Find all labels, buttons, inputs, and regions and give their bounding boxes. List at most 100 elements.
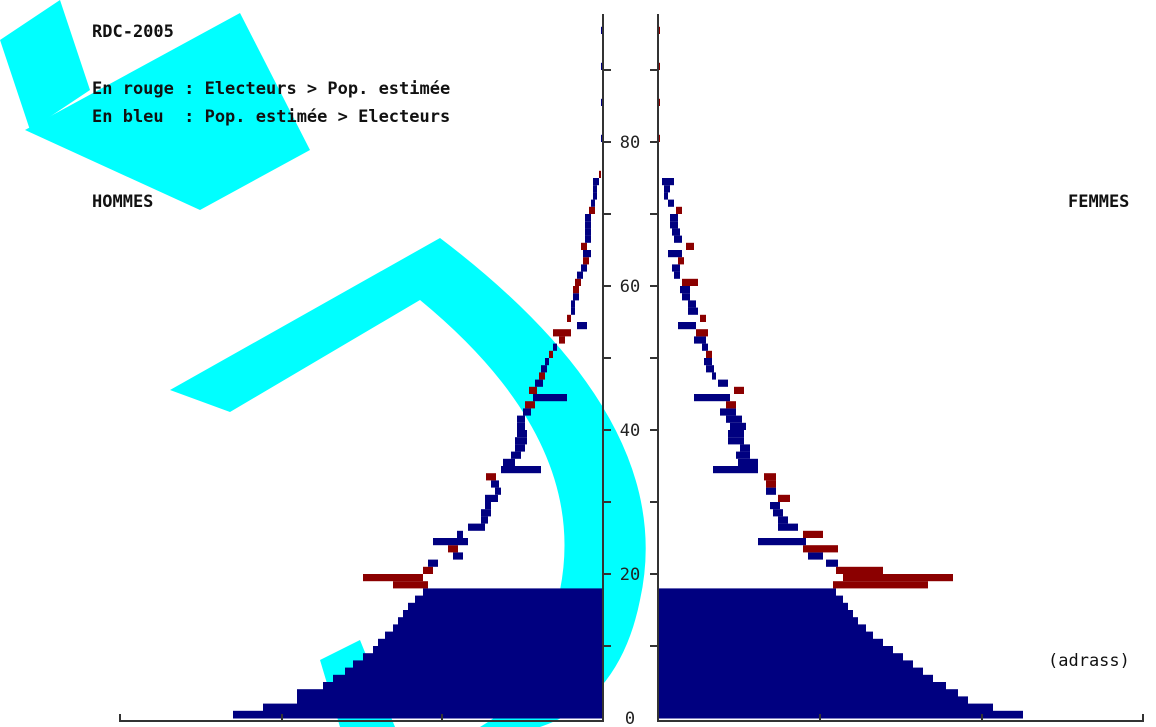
bar-femmes-segment	[826, 559, 838, 567]
bar-femmes-base	[658, 710, 1023, 719]
bar-femmes-segment	[678, 322, 696, 330]
y-tick-label: 60	[620, 277, 640, 297]
watermark-d-stroke	[170, 238, 646, 727]
bar-femmes-base	[658, 696, 968, 705]
bar-femmes-segment	[706, 365, 714, 373]
source-label: (adrass)	[1048, 651, 1130, 671]
bar-hommes-segment	[485, 494, 498, 502]
bar-femmes-segment	[694, 394, 730, 402]
bar-hommes-segment	[433, 538, 468, 546]
bar-hommes-segment	[539, 372, 545, 380]
femmes-label: FEMMES	[1068, 192, 1130, 212]
bar-hommes-segment	[468, 523, 485, 531]
bar-femmes-base	[658, 653, 903, 661]
bar-hommes-base	[233, 710, 603, 719]
bar-femmes-segment	[702, 343, 708, 351]
bar-femmes-segment	[662, 178, 674, 186]
bar-femmes-segment	[766, 487, 776, 495]
bar-femmes-segment	[676, 206, 682, 214]
bar-femmes-segment	[686, 242, 694, 250]
bar-hommes-segment	[577, 322, 587, 330]
bar-hommes-segment	[581, 264, 587, 272]
bar-femmes-segment	[672, 264, 680, 272]
bar-hommes-segment	[549, 350, 553, 358]
watermark-a-arm	[25, 13, 310, 210]
bar-femmes-segment	[803, 530, 823, 538]
bar-femmes-base	[658, 610, 853, 618]
chart-title: RDC-2005	[92, 22, 174, 42]
bar-hommes-segment	[517, 422, 525, 430]
bars-hommes	[233, 26, 603, 719]
bar-femmes-segment	[836, 566, 883, 574]
bar-femmes-segment	[764, 473, 776, 481]
bar-femmes-segment	[738, 458, 758, 466]
bar-hommes-segment	[481, 509, 491, 517]
bar-hommes-segment	[491, 480, 499, 488]
bar-hommes-segment	[545, 358, 549, 366]
bar-femmes-segment	[778, 516, 788, 524]
bar-hommes-segment	[495, 487, 501, 495]
bar-hommes-segment	[583, 257, 589, 265]
bar-femmes-segment	[778, 523, 798, 531]
bar-hommes-base	[363, 653, 603, 661]
bar-hommes-base	[345, 667, 603, 676]
bar-hommes-base	[297, 689, 603, 697]
bar-hommes-base	[403, 610, 603, 618]
bar-hommes-base	[263, 703, 603, 712]
bar-hommes-base	[408, 602, 603, 611]
bar-femmes-base	[658, 624, 866, 633]
bar-hommes-segment	[585, 221, 591, 229]
bar-hommes-segment	[363, 574, 423, 582]
hommes-label: HOMMES	[92, 192, 154, 212]
bar-femmes-segment	[736, 451, 750, 459]
bar-hommes-segment	[583, 250, 591, 258]
bar-femmes-segment	[682, 278, 698, 286]
bar-femmes-segment	[664, 192, 668, 200]
bar-femmes-segment	[778, 494, 790, 502]
bar-hommes-segment	[511, 451, 521, 459]
bar-hommes-base	[415, 595, 603, 604]
bar-femmes-segment	[706, 350, 712, 358]
bar-femmes-base	[658, 602, 848, 611]
bar-hommes-segment	[553, 343, 557, 351]
bar-hommes-segment	[591, 199, 595, 207]
bar-hommes-segment	[501, 466, 541, 474]
y-tick-label: 40	[620, 421, 640, 441]
bar-femmes-segment	[758, 538, 806, 546]
bar-femmes-base	[658, 617, 858, 625]
bar-hommes-segment	[393, 581, 428, 589]
legend-red-label: En rouge : Electeurs > Pop. estimée	[92, 79, 451, 99]
bar-hommes-segment	[457, 530, 463, 538]
y-tick-label: 80	[620, 133, 640, 153]
bar-hommes-segment	[589, 206, 595, 214]
y-tick-label: 20	[620, 565, 640, 585]
bar-hommes-segment	[523, 408, 531, 416]
bar-femmes-segment	[726, 401, 736, 409]
bar-hommes-base	[297, 696, 603, 705]
bar-hommes-segment	[517, 430, 527, 438]
bar-femmes-segment	[672, 228, 680, 236]
bar-femmes-segment	[682, 293, 690, 301]
bar-hommes-segment	[423, 566, 433, 574]
bar-femmes-segment	[668, 199, 674, 207]
bar-hommes-segment	[553, 329, 571, 337]
bar-hommes-segment	[485, 502, 491, 510]
bar-hommes-segment	[575, 278, 581, 286]
bar-hommes-segment	[428, 559, 438, 567]
bar-femmes-segment	[688, 300, 696, 308]
bar-hommes-segment	[486, 473, 496, 481]
bar-hommes-base	[373, 646, 603, 654]
bar-femmes-segment	[803, 545, 838, 553]
bar-femmes-segment	[718, 379, 728, 387]
bars-femmes	[658, 26, 1023, 719]
bar-femmes-segment	[678, 257, 684, 265]
y-tick-label: 0	[625, 709, 635, 727]
bar-hommes-segment	[525, 401, 535, 409]
bar-femmes-segment	[680, 286, 690, 294]
bar-hommes-base	[323, 682, 603, 690]
bar-hommes-base	[353, 660, 603, 669]
bar-femmes-base	[658, 646, 893, 654]
bar-hommes-segment	[593, 192, 597, 200]
legend-blue-label: En bleu : Pop. estimée > Electeurs	[92, 107, 451, 127]
bar-hommes-segment	[517, 415, 525, 423]
